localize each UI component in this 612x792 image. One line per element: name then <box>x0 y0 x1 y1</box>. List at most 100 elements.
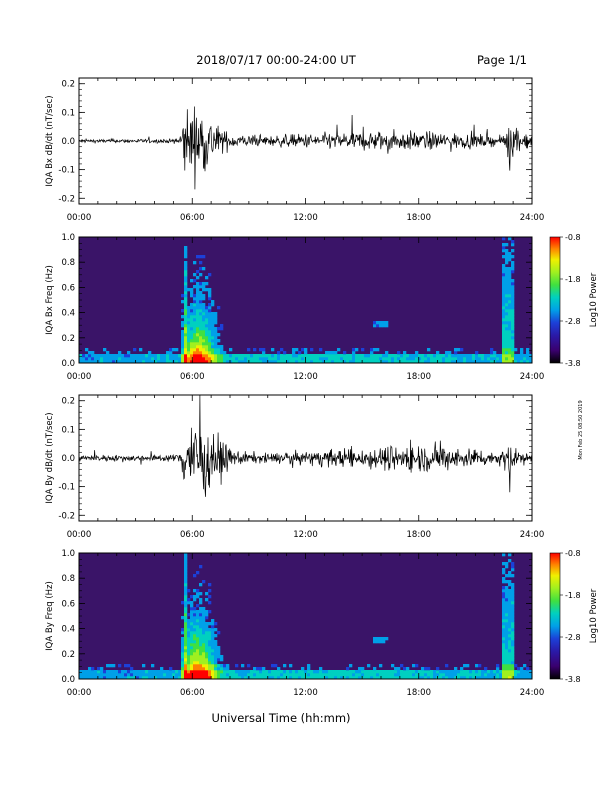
spectrogram-cell <box>469 357 473 361</box>
spectrogram-cell <box>505 354 509 358</box>
spectrogram-cell <box>490 348 494 352</box>
spectrogram-cell <box>502 598 506 602</box>
spectrogram-cell <box>508 622 512 626</box>
spectrogram-cell <box>127 676 131 680</box>
spectrogram-cell <box>493 670 497 674</box>
spectrogram-cell <box>244 357 248 361</box>
spectrogram-cell <box>223 676 227 680</box>
spectrogram-cell <box>421 676 425 680</box>
spectrogram-cell <box>394 667 398 671</box>
spectrogram-cell <box>502 345 506 349</box>
spectrogram-cell <box>409 354 413 358</box>
spectrogram-cell <box>205 306 209 310</box>
spectrogram-background <box>79 553 532 679</box>
spectrogram-cell <box>202 649 206 653</box>
spectrogram-cell <box>85 670 89 674</box>
spectrogram-cell <box>406 673 410 677</box>
spectrogram-cell <box>181 339 185 343</box>
spectrogram-cell <box>208 631 212 635</box>
spectrogram-cell <box>145 357 149 361</box>
spectrogram-cell <box>142 360 146 364</box>
spectrogram-cell <box>187 324 191 328</box>
spectrogram-cell <box>124 676 128 680</box>
spectrogram-cell <box>508 673 512 677</box>
spectrogram-cell <box>511 607 515 611</box>
spectrogram-cell <box>508 345 512 349</box>
spectrogram-cell <box>337 348 341 352</box>
spectrogram-cell <box>502 330 506 334</box>
spectrogram-cell <box>307 354 311 358</box>
spectrogram-cell <box>208 273 212 277</box>
spectrogram-cell <box>178 676 182 680</box>
spectrogram-cell <box>130 676 134 680</box>
spectrogram-cell <box>502 339 506 343</box>
spectrogram-cell <box>184 351 188 355</box>
spectrogram-cell <box>124 673 128 677</box>
spectrogram-cell <box>502 264 506 268</box>
spectrogram-cell <box>193 300 197 304</box>
spectrogram-cell <box>244 354 248 358</box>
spectrogram-cell <box>355 348 359 352</box>
spectrogram-cell <box>421 354 425 358</box>
spectrogram-cell <box>505 324 509 328</box>
spectrogram-cell <box>460 357 464 361</box>
spectrogram-cell <box>493 354 497 358</box>
spectrogram-cell <box>505 628 509 632</box>
spectrogram-cell <box>394 676 398 680</box>
colorbar-tick-label: -2.8 <box>565 633 581 642</box>
spectrogram-cell <box>382 637 386 641</box>
spectrogram-cell <box>475 354 479 358</box>
spectrogram-cell <box>511 330 515 334</box>
spectrogram-cell <box>100 667 104 671</box>
spectrogram-cell <box>202 673 206 677</box>
spectrogram-cell <box>166 357 170 361</box>
spectrogram-cell <box>508 324 512 328</box>
spectrogram-cell <box>511 291 515 295</box>
spectrogram-cell <box>277 676 281 680</box>
spectrogram-cell <box>133 673 137 677</box>
spectrogram-cell <box>178 673 182 677</box>
spectrogram-cell <box>199 640 203 644</box>
spectrogram-cell <box>436 351 440 355</box>
spectrogram-cell <box>352 670 356 674</box>
spectrogram-cell <box>463 360 467 364</box>
spectrogram-cell <box>205 360 209 364</box>
spectrogram-cell <box>184 357 188 361</box>
spectrogram-cell <box>127 673 131 677</box>
spectrogram-cell <box>217 655 221 659</box>
spectrogram-cell <box>412 354 416 358</box>
spectrogram-cell <box>379 357 383 361</box>
spectrogram-cell <box>187 321 191 325</box>
spectrogram-cell <box>379 324 383 328</box>
spectrogram-cell <box>496 354 500 358</box>
spectrogram-cell <box>487 670 491 674</box>
spectrogram-cell <box>85 354 89 358</box>
spectrogram-cell <box>184 673 188 677</box>
spectrogram-cell <box>376 360 380 364</box>
spectrogram-cell <box>220 348 224 352</box>
y-tick-label: 0.0 <box>61 454 75 464</box>
spectrogram-cell <box>196 327 200 331</box>
spectrogram-cell <box>430 354 434 358</box>
spectrogram-cell <box>214 354 218 358</box>
spectrogram-cell <box>469 354 473 358</box>
spectrogram-cell <box>472 676 476 680</box>
spectrogram-cell <box>184 315 188 319</box>
spectrogram-cell <box>142 676 146 680</box>
y-axis-label: IQA Bx Freq (Hz) <box>45 265 55 335</box>
spectrogram-cell <box>385 637 389 641</box>
spectrogram-cell <box>187 613 191 617</box>
spectrogram-cell <box>340 357 344 361</box>
spectrogram-cell <box>316 354 320 358</box>
spectrogram-cell <box>520 354 524 358</box>
spectrogram-cell <box>235 670 239 674</box>
spectrogram-cell <box>82 357 86 361</box>
spectrogram-cell <box>187 330 191 334</box>
spectrogram-cell <box>505 282 509 286</box>
spectrogram-cell <box>139 673 143 677</box>
spectrogram-cell <box>193 646 197 650</box>
spectrogram-cell <box>97 354 101 358</box>
spectrogram-cell <box>382 357 386 361</box>
spectrogram-cell <box>508 589 512 593</box>
